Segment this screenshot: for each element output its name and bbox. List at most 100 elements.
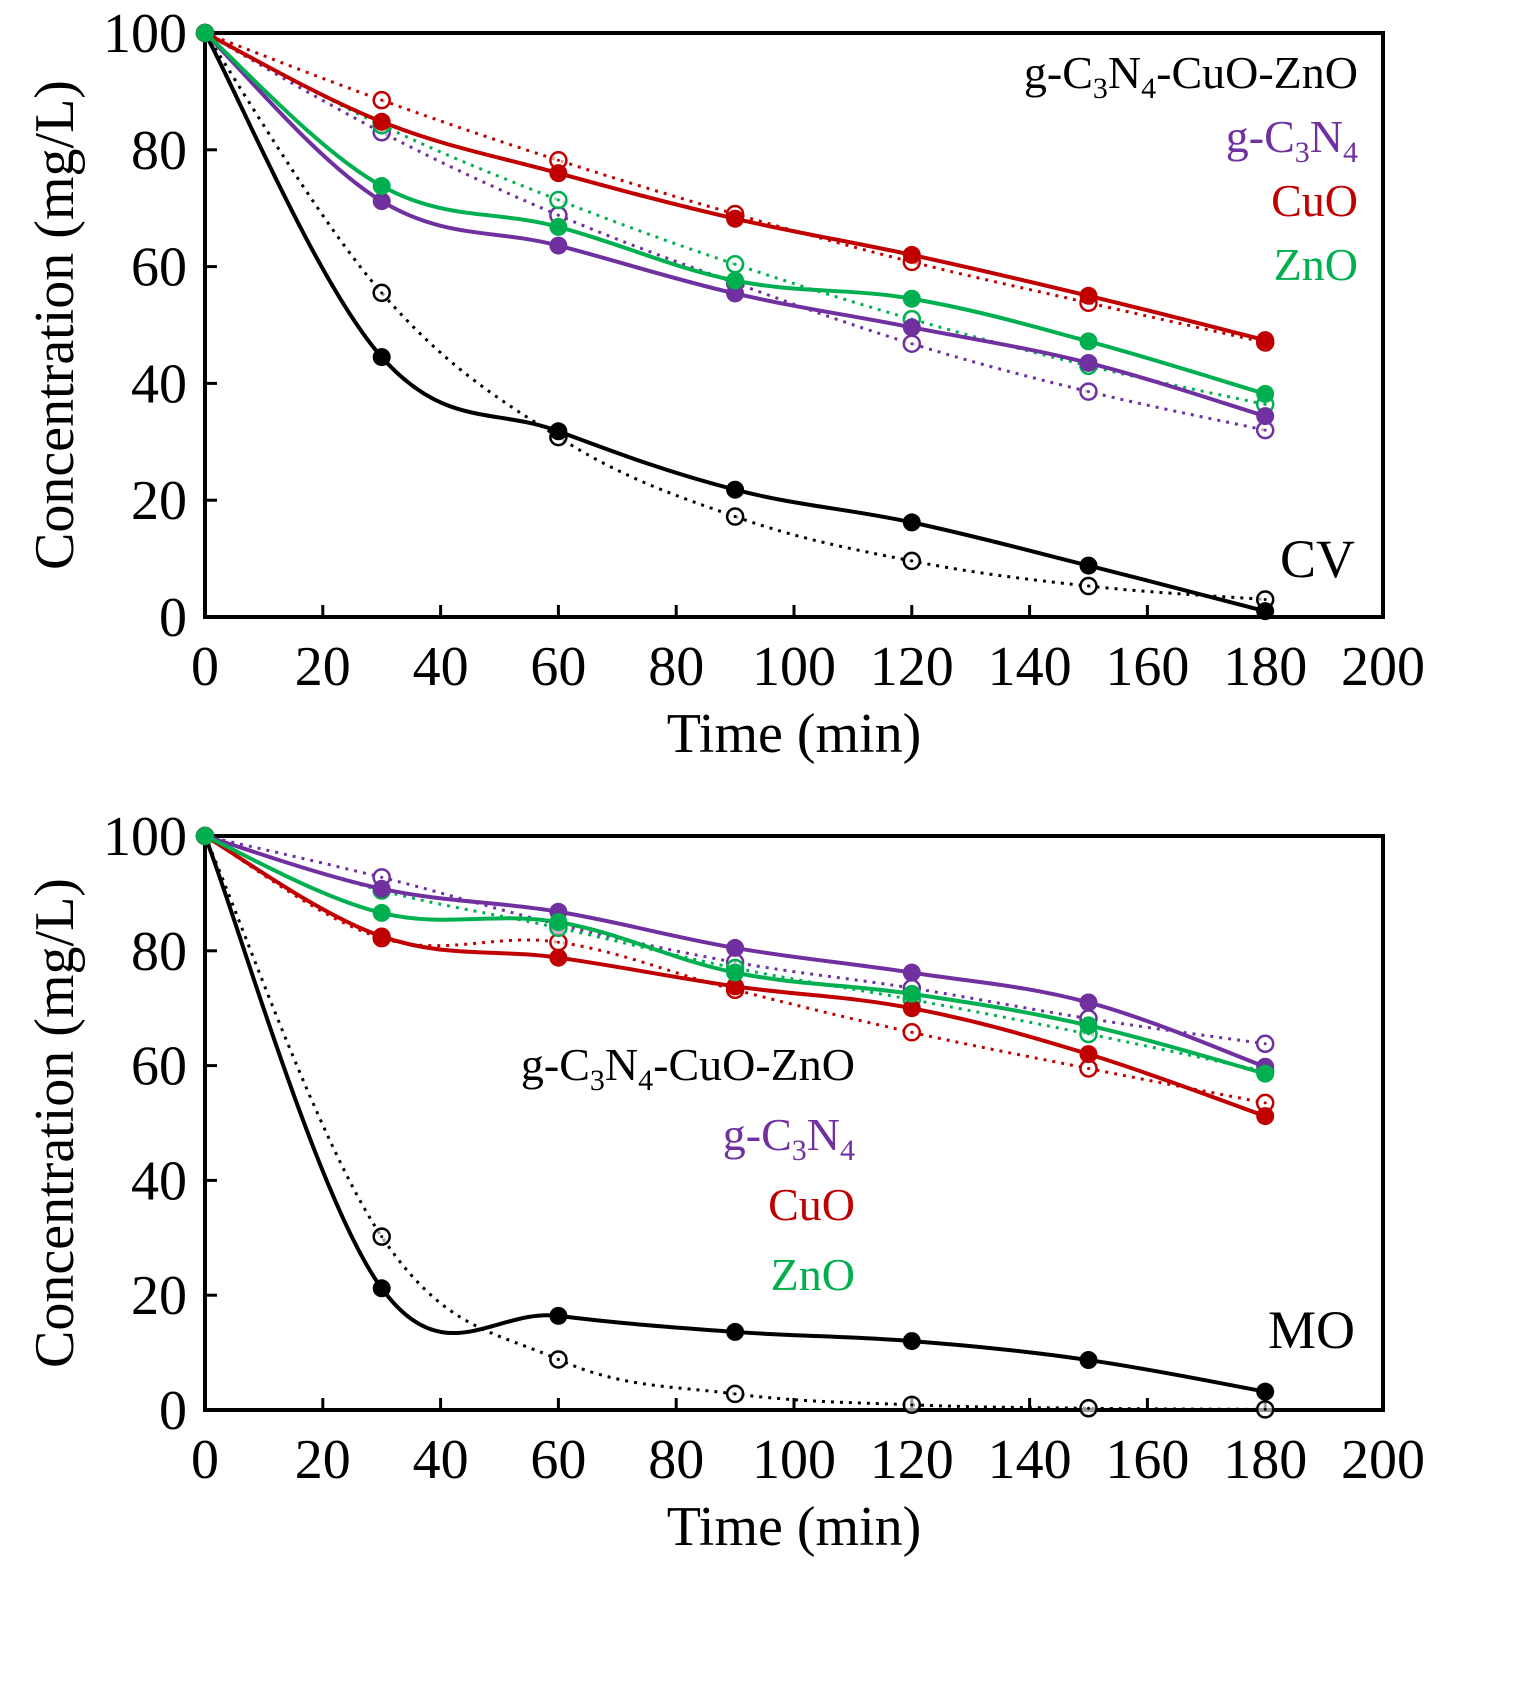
- x-tick-label: 20: [295, 636, 351, 698]
- series-zno: [196, 827, 1275, 1083]
- x-axis-title: Time (min): [667, 703, 922, 765]
- y-axis-title: Concentration (mg/L): [24, 80, 86, 570]
- data-point-center: [1263, 402, 1267, 406]
- y-tick-label: 60: [131, 237, 187, 299]
- data-point: [1079, 353, 1098, 372]
- x-tick-label: 200: [1341, 1429, 1425, 1491]
- y-tick-label: 20: [131, 1265, 187, 1327]
- data-point-center: [1263, 428, 1267, 432]
- y-axis-title: Concentration (mg/L): [24, 878, 86, 1368]
- data-point-center: [556, 940, 560, 944]
- legend-entry: CuO: [1271, 175, 1358, 226]
- data-point: [1079, 1045, 1098, 1064]
- x-tick-label: 0: [191, 1429, 219, 1491]
- data-point: [726, 284, 745, 303]
- series-line-g-c3n4-cuo-zno: [203, 835, 1266, 1394]
- y-tick-label: 40: [131, 1150, 187, 1212]
- data-point-center: [1263, 597, 1267, 601]
- data-point: [372, 192, 391, 211]
- x-tick-label: 160: [1105, 1429, 1189, 1491]
- data-point: [549, 913, 568, 932]
- legend: g-C3N4-CuO-ZnO g-C3N4 CuO ZnO: [521, 1039, 855, 1300]
- data-point-center: [1087, 1406, 1090, 1410]
- data-point: [549, 422, 568, 441]
- x-tick-label: 100: [752, 1429, 836, 1491]
- data-point: [726, 209, 745, 228]
- data-point: [372, 903, 391, 922]
- chart-panel-cv: 0 20 40 60 80 100 120 140 160 180 200020406080100T…: [24, 3, 1425, 765]
- data-point-center: [380, 291, 384, 295]
- data-point: [902, 289, 921, 308]
- plot-frame: [203, 834, 1385, 1412]
- legend-entry: g-C3N4: [723, 1109, 855, 1167]
- data-point: [1079, 993, 1098, 1012]
- legend-entry: g-C3N4-CuO-ZnO: [1024, 47, 1358, 105]
- data-point-center: [1087, 390, 1090, 394]
- x-tick-label: 80: [648, 1429, 704, 1491]
- series-line-g-c3n4-cuo-zno-fit: [203, 835, 1266, 1411]
- series-g-c3n4-cuo-zno: [196, 827, 1275, 1401]
- data-point-center: [733, 1392, 737, 1396]
- data-point: [1256, 407, 1275, 426]
- data-point: [372, 879, 391, 898]
- x-tick-label: 140: [988, 1429, 1072, 1491]
- x-tick-label: 60: [530, 1429, 586, 1491]
- legend-entry: g-C3N4: [1226, 111, 1358, 169]
- y-tick-label: 0: [159, 587, 187, 649]
- data-point-center: [1263, 1042, 1267, 1046]
- data-point: [1256, 384, 1275, 403]
- data-point: [726, 977, 745, 996]
- data-point: [372, 1279, 391, 1298]
- data-point: [726, 938, 745, 957]
- x-tick-label: 180: [1223, 1429, 1307, 1491]
- data-point: [902, 245, 921, 264]
- data-point-center: [1087, 1066, 1090, 1070]
- data-point-center: [910, 559, 914, 563]
- x-tick-label: 180: [1223, 636, 1307, 698]
- legend-entry: ZnO: [1274, 239, 1358, 290]
- x-tick-label: 160: [1105, 636, 1189, 698]
- y-tick-label: 100: [103, 806, 187, 868]
- data-point: [726, 1322, 745, 1341]
- x-tick-label: 120: [870, 1429, 954, 1491]
- series-zno: [196, 24, 1275, 403]
- data-point: [902, 963, 921, 982]
- data-point-center: [556, 213, 560, 217]
- data-point: [726, 963, 745, 982]
- panel-label: CV: [1280, 529, 1355, 589]
- data-point-center: [1263, 1407, 1267, 1411]
- data-point: [1079, 1351, 1098, 1370]
- chart-panel-mo: 0 20 40 60 80 100 120 140 160 180 200020406080100T…: [24, 806, 1425, 1558]
- legend: g-C3N4-CuO-ZnO g-C3N4 CuO ZnO: [1024, 47, 1358, 290]
- data-point: [726, 480, 745, 499]
- data-point: [372, 112, 391, 131]
- data-point-center: [380, 98, 384, 102]
- y-tick-label: 80: [131, 921, 187, 983]
- data-point: [902, 984, 921, 1003]
- data-point: [1079, 1016, 1098, 1035]
- data-point: [372, 177, 391, 196]
- data-point: [1256, 1382, 1275, 1401]
- legend-entry: ZnO: [771, 1249, 855, 1300]
- data-point: [1256, 1107, 1275, 1126]
- data-point-center: [1263, 1101, 1267, 1105]
- data-point: [726, 271, 745, 290]
- data-point-center: [733, 262, 737, 266]
- panel-label: MO: [1268, 1300, 1355, 1360]
- data-point: [549, 164, 568, 183]
- y-tick-label: 60: [131, 1036, 187, 1098]
- data-point-center: [910, 1403, 914, 1407]
- data-point: [549, 948, 568, 967]
- y-tick-label: 20: [131, 470, 187, 532]
- x-tick-label: 60: [530, 636, 586, 698]
- data-point: [372, 927, 391, 946]
- x-tick-label: 40: [413, 1429, 469, 1491]
- data-point: [902, 999, 921, 1018]
- x-tick-label: 80: [648, 636, 704, 698]
- x-tick-label: 120: [870, 636, 954, 698]
- data-point: [902, 1332, 921, 1351]
- data-point-center: [910, 342, 914, 346]
- y-tick-label: 40: [131, 353, 187, 415]
- data-point: [1256, 1064, 1275, 1083]
